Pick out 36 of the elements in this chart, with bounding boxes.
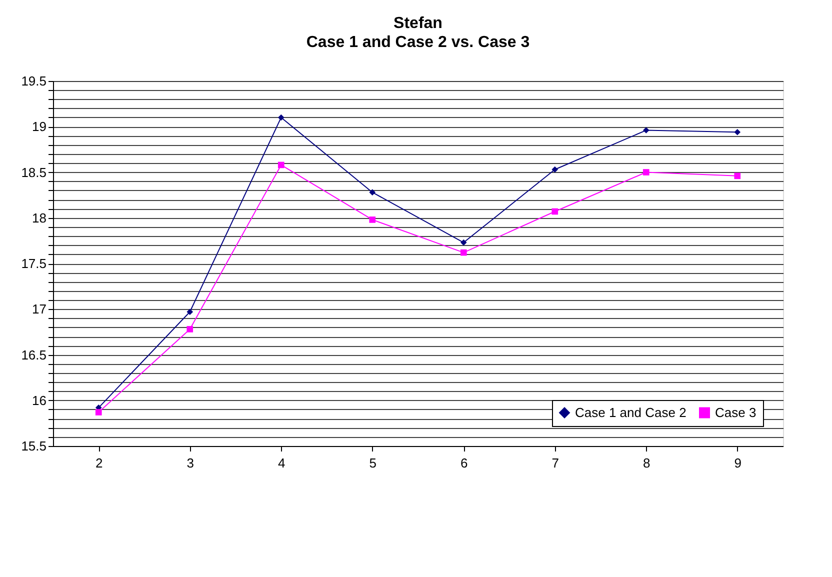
point — [278, 162, 284, 168]
point — [552, 166, 558, 173]
x-tick-label: 8 — [643, 456, 650, 470]
x-tick-label: 4 — [278, 456, 286, 470]
x-tick-label: 5 — [369, 456, 376, 470]
point — [734, 172, 741, 180]
y-tick-label: 17.5 — [21, 256, 46, 271]
point — [734, 128, 741, 136]
y-tick-label: 18.5 — [21, 164, 46, 180]
point — [642, 169, 650, 176]
point — [369, 189, 376, 196]
legend-label: Case 1 and Case 2 — [575, 404, 686, 420]
y-tick-label: 15.5 — [21, 438, 46, 454]
point — [186, 326, 194, 332]
point — [460, 249, 467, 256]
point — [278, 114, 284, 121]
chart-title: Stefan — [394, 15, 442, 32]
x-tick-label: 3 — [186, 456, 194, 470]
point — [95, 409, 102, 416]
point — [460, 239, 467, 246]
y-tick-label: 18 — [32, 210, 46, 226]
x-tick-label: 6 — [460, 456, 468, 470]
point — [642, 127, 650, 134]
chart-subtitle: Case 1 and Case 2 vs. Case 3 — [306, 34, 530, 51]
legend-label: Case 3 — [715, 404, 756, 420]
y-tick-label: 16 — [32, 392, 46, 408]
y-tick-label: 19 — [32, 119, 46, 134]
x-tick-label: 7 — [552, 456, 559, 470]
y-tick-label: 19.5 — [21, 74, 46, 88]
point — [552, 208, 558, 215]
y-tick-label: 16.5 — [21, 347, 46, 362]
point — [369, 216, 376, 223]
x-tick-label: 2 — [96, 456, 103, 470]
point — [186, 308, 194, 316]
y-tick-label: 17 — [32, 302, 46, 317]
x-tick-label: 9 — [734, 456, 742, 470]
